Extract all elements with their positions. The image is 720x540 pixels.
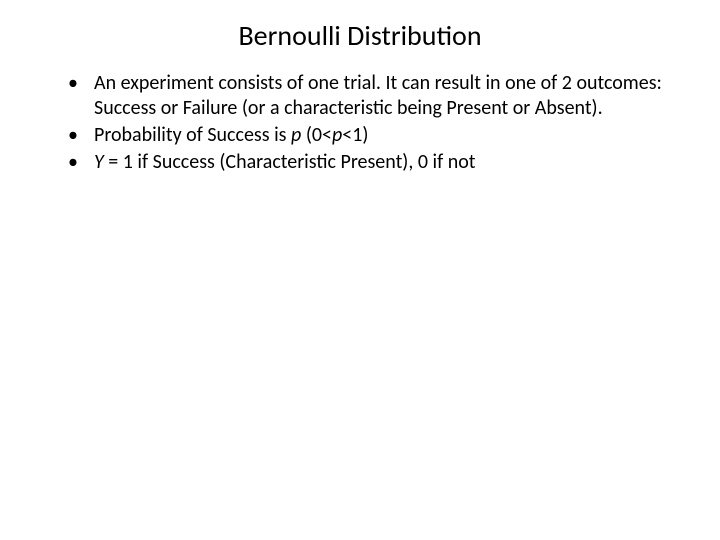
text-run: p [332, 123, 342, 147]
list-item: An experiment consists of one trial. It … [68, 71, 670, 121]
text-run: = 1 if Success (Characteristic Present),… [104, 150, 476, 174]
list-item: Y = 1 if Success (Characteristic Present… [68, 150, 670, 175]
text-run: Y [94, 150, 104, 174]
text-run: p [291, 123, 301, 147]
list-item: Probability of Success is p (0<p<1) [68, 123, 670, 148]
text-run: <1) [342, 123, 368, 147]
slide: Bernoulli Distribution An experiment con… [0, 0, 720, 540]
bullet-list: An experiment consists of one trial. It … [50, 71, 670, 175]
text-run: Probability of Success is [94, 123, 291, 147]
text-run: (0< [301, 123, 332, 147]
text-run: An experiment consists of one trial. It … [94, 71, 662, 120]
page-title: Bernoulli Distribution [150, 18, 570, 53]
